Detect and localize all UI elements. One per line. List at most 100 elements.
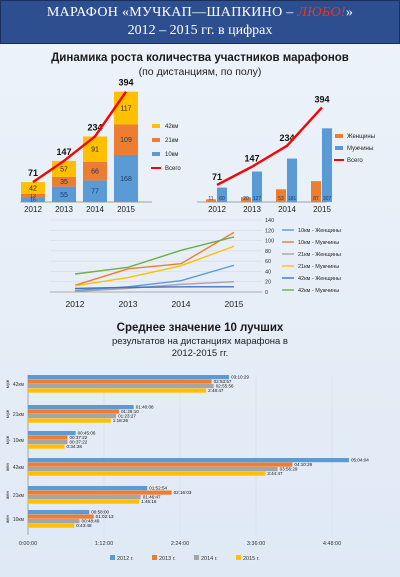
bar-segment [83,136,107,162]
section2-title: Среднее значение 10 лучших [116,322,284,334]
legend-swatch [152,555,157,560]
x-tick-label: 1:12:00 [95,541,113,547]
time-bar [28,379,212,384]
female-bar [241,197,251,202]
legend-label: 21км - Женщины [298,252,341,258]
legend-label: 10км - Мужчины [298,240,339,246]
data-label: 60 [219,196,225,202]
male-bar [217,187,227,202]
total-label: 71 [212,172,222,182]
time-bar [28,510,90,515]
time-label: 02:55:56 [216,384,234,389]
bar-segment [114,154,138,202]
x-tick-label: 2012 [208,205,226,214]
x-tick-label: 2:24:00 [171,541,189,547]
distance-label: 10км [13,438,25,444]
legend-label: Всего [165,166,181,172]
time-bar [28,495,141,500]
time-bar [28,409,119,414]
x-tick-label: 2012 [66,299,85,309]
y-tick-label: 20 [265,280,271,286]
time-bar [28,486,148,491]
total-label: 394 [118,78,133,88]
time-label: 01:52:54 [149,486,167,491]
time-label: 0:43:48 [76,523,92,528]
y-tick-label: 40 [265,269,271,275]
time-label: 03:56:29 [280,467,298,472]
distance-label: 10км [13,517,25,523]
time-label: 01:02:13 [96,514,114,519]
time-bar [28,418,111,423]
total-label: 394 [314,94,329,104]
data-label: 42 [29,185,37,192]
series-line [74,286,234,290]
time-label: 0:34:38 [67,444,83,449]
distance-label: 42км [13,465,25,471]
x-tick-label: 2015 [117,205,135,214]
bar-segment [21,182,45,194]
series-line [74,264,235,292]
legend-swatch [152,152,160,156]
bar-segment [114,91,138,125]
gender-label: жен [5,462,10,471]
bar-segment [83,161,107,181]
male-bar [287,158,297,202]
time-bar [28,514,94,519]
time-bar [28,375,230,380]
legend-label: 2014 г. [201,556,218,562]
y-tick-label: 140 [265,218,274,224]
time-bar [28,405,134,410]
data-label: 181 [288,196,297,202]
legend-label: 2012 г. [117,556,134,562]
data-label: 77 [91,189,99,196]
data-label: 20 [243,196,249,202]
time-bar [28,467,278,472]
data-label: 109 [120,137,132,144]
legend-label: 2013 г. [159,556,176,562]
title-banner: МАРАФОН «МУЧКАП—ШАПКИНО – ЛЮБО!» 2012 – … [0,0,400,44]
legend-label: 42км - Мужчины [298,288,339,294]
series-line [74,236,235,275]
x-tick-label: 3:36:00 [247,541,265,547]
time-label: 04:10:26 [294,462,312,467]
time-label: 1:18:26 [113,418,129,423]
series-line [74,281,235,293]
data-label: 11 [208,196,213,202]
data-label: 16 [30,198,36,204]
x-tick-label: 2014 [86,205,104,214]
legend-label: 2015 г. [243,556,260,562]
time-label: 01:46:47 [143,495,161,500]
bar-segment [21,197,45,202]
male-bar [252,171,262,202]
series-line [74,231,235,286]
time-label: 00:37:22 [69,435,87,440]
x-tick-label: 2015 [313,205,331,214]
x-tick-label: 2013 [55,205,73,214]
y-tick-label: 0 [265,290,268,296]
time-label: 05:04:04 [351,458,369,463]
time-bar [28,431,76,436]
time-label: 01:26:10 [121,409,139,414]
distance-label: 42км [13,382,25,388]
bar-segment [52,186,76,202]
data-label: 53 [278,196,284,202]
time-bar [28,435,68,440]
time-bar [28,388,207,393]
gender-label: муж [5,436,10,444]
data-label: 35 [60,179,68,186]
section1-subtitle: (по дистанциям, по полу) [138,66,262,78]
y-tick-label: 100 [265,239,274,245]
bar-segment [52,176,76,187]
legend-label: 10км - Женщины [298,228,341,234]
distance-label: 21км [13,493,25,499]
data-label: 55 [60,192,68,199]
female-bar [311,181,321,202]
banner-title-highlight: ЛЮБО! [297,5,346,20]
time-label: 03:10:29 [231,375,249,380]
legend-label: 21км - Мужчины [298,264,339,270]
legend-swatch [152,124,160,128]
banner-title-suffix: » [345,5,354,20]
time-label: 00:37:22 [69,440,87,445]
legend-label: Всего [347,158,363,164]
